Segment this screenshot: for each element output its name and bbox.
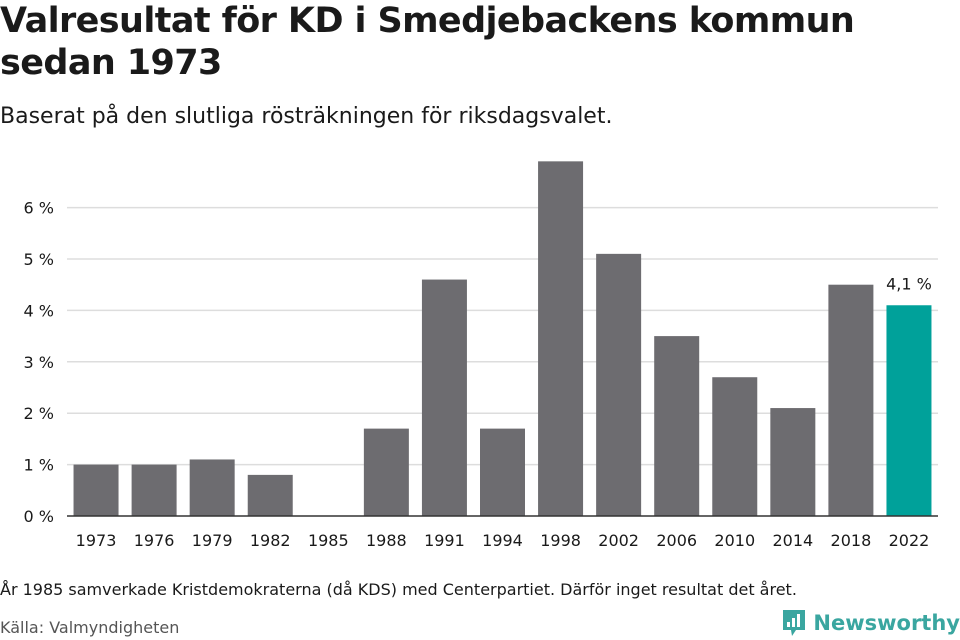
bar-2022	[886, 305, 932, 516]
y-tick-label: 6 %	[24, 199, 54, 218]
bar-1994	[480, 428, 525, 516]
x-tick-label: 1988	[366, 531, 407, 550]
x-tick-label: 2006	[656, 531, 697, 550]
x-tick-label: 1985	[308, 531, 349, 550]
bar-2002	[596, 253, 642, 517]
labels: 0 % 1 % 2 % 3 % 4 % 5 % 6 % 1973 1976 1979 1982 198…	[24, 199, 932, 550]
x-tick-label: 2022	[889, 531, 930, 550]
x-tick-label: 1998	[540, 531, 581, 550]
data-label-2022: 4,1 %	[886, 274, 932, 293]
y-tick-label: 2 %	[24, 404, 54, 423]
x-tick-label: 1973	[76, 531, 117, 550]
bars	[73, 161, 932, 517]
y-tick-label: 1 %	[24, 456, 54, 475]
brand-name: Newsworthy	[813, 611, 960, 635]
x-tick-label: 1991	[424, 531, 465, 550]
bar-1973	[73, 464, 119, 516]
x-tick-label: 2002	[598, 531, 639, 550]
bar-1979	[189, 459, 235, 516]
bar-chart: 0 % 1 % 2 % 3 % 4 % 5 % 6 % 1973 1976 1979 1982 198…	[24, 161, 938, 550]
x-tick-label: 2018	[831, 531, 872, 550]
bar-2006	[654, 336, 700, 516]
bar-1988	[363, 428, 409, 516]
bar-1998	[538, 161, 584, 516]
x-tick-label: 1994	[482, 531, 523, 550]
footnote: År 1985 samverkade Kristdemokraterna (då…	[0, 580, 797, 599]
y-tick-label: 4 %	[24, 301, 54, 320]
bar-2010	[712, 377, 758, 516]
x-tick-label: 1982	[250, 531, 291, 550]
source-credit: Källa: Valmyndigheten	[0, 618, 180, 637]
x-tick-label: 2010	[714, 531, 755, 550]
bar-1982	[247, 474, 293, 516]
x-tick-label: 1979	[192, 531, 233, 550]
y-tick-label: 5 %	[24, 250, 54, 269]
bar-2018	[828, 284, 874, 516]
x-tick-label: 1976	[134, 531, 175, 550]
y-tick-label: 3 %	[24, 353, 54, 372]
newsworthy-logo-icon	[783, 610, 806, 636]
bar-2014	[770, 408, 816, 516]
bar-1991	[421, 279, 467, 516]
x-tick-label: 2014	[772, 531, 813, 550]
bar-1976	[131, 464, 177, 516]
brand-logo: Newsworthy	[781, 608, 960, 638]
y-tick-label: 0 %	[24, 507, 54, 526]
chart-subtitle: Baserat på den slutliga rösträkningen fö…	[0, 104, 613, 129]
chart-title: Valresultat för KD i Smedjebackens kommu…	[0, 1, 855, 83]
